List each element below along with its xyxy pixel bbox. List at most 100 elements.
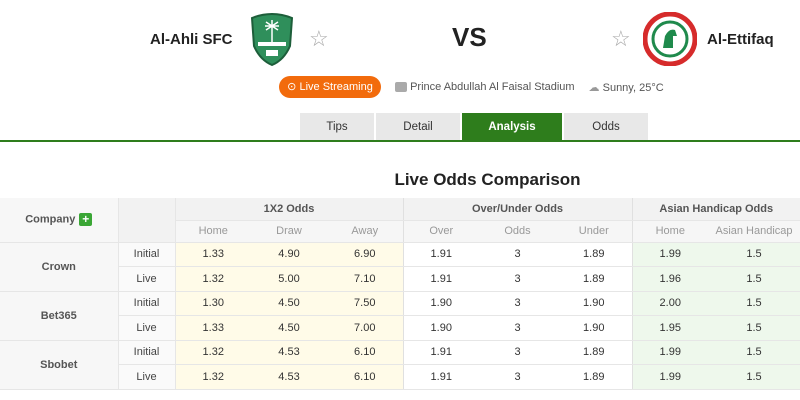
odds-value-away[interactable]: 6.10 (327, 340, 403, 365)
company-header-label: Company (25, 213, 76, 226)
odds-value-draw[interactable]: 5.00 (251, 266, 327, 292)
odds-value-home[interactable]: 1.99 (631, 340, 709, 365)
odds-value-odds[interactable]: 3 (479, 291, 556, 316)
live-streaming-label: Live Streaming (299, 81, 373, 93)
odds-type: Live (118, 315, 176, 341)
odds-type: Live (118, 266, 176, 292)
section-title: Live Odds Comparison (394, 170, 581, 189)
stadium-icon (395, 82, 407, 93)
subheader-home: Home (175, 220, 251, 243)
odds-row: Live 1.32 4.53 6.10 1.91 3 1.89 1.99 1.5 (0, 364, 800, 390)
odds-value-home[interactable]: 1.99 (631, 364, 709, 390)
odds-value-over[interactable]: 1.90 (402, 291, 479, 316)
odds-value-odds[interactable]: 3 (479, 242, 556, 267)
odds-value-away[interactable]: 7.50 (327, 291, 403, 316)
odds-value-draw[interactable]: 4.50 (251, 315, 327, 341)
company-name[interactable]: Bet365 (0, 291, 119, 341)
odds-row: Live 1.32 5.00 7.10 1.91 3 1.89 1.96 1.5 (0, 266, 800, 292)
weather-text: Sunny, 25°C (602, 81, 664, 94)
odds-value-home[interactable]: 1.96 (631, 266, 709, 292)
company-name[interactable]: Crown (0, 242, 119, 292)
tab-analysis[interactable]: Analysis (462, 113, 562, 141)
favorite-away-star-icon[interactable]: ☆ (611, 26, 631, 51)
subheader-under: Under (556, 220, 633, 243)
odds-row: Bet365 Initial 1.30 4.50 7.50 1.90 3 1.90 2.00 1.… (0, 291, 800, 341)
odds-type: Live (118, 364, 176, 390)
odds-value-over[interactable]: 1.91 (402, 364, 479, 390)
odds-value-draw[interactable]: 4.53 (251, 340, 327, 365)
odds-value-home[interactable]: 2.00 (631, 291, 709, 316)
odds-value-home[interactable]: 1.32 (175, 266, 251, 292)
odds-row: Live 1.33 4.50 7.00 1.90 3 1.90 1.95 1.5 (0, 315, 800, 341)
odds-value-home[interactable]: 1.30 (175, 291, 251, 316)
odds-value-asian-handicap[interactable]: 1.5 (708, 364, 800, 390)
subheader-home: Home (631, 220, 709, 243)
odds-value-away[interactable]: 7.10 (327, 266, 403, 292)
odds-row: Sbobet Initial 1.32 4.53 6.10 1.91 3 1.89 1.99 1.… (0, 340, 800, 390)
group-over-under: Over/Under Odds (402, 198, 633, 221)
tab-tips[interactable]: Tips (300, 113, 374, 141)
odds-value-draw[interactable]: 4.90 (251, 242, 327, 267)
odds-value-asian-handicap[interactable]: 1.5 (708, 315, 800, 341)
odds-value-draw[interactable]: 4.53 (251, 364, 327, 390)
odds-value-asian-handicap[interactable]: 1.5 (708, 266, 800, 292)
odds-value-over[interactable]: 1.90 (402, 315, 479, 341)
subheader-asian-handicap: Asian Handicap (708, 220, 800, 243)
odds-value-away[interactable]: 7.00 (327, 315, 403, 341)
odds-value-odds[interactable]: 3 (479, 315, 556, 341)
stadium-name: Prince Abdullah Al Faisal Stadium (410, 81, 575, 93)
tab-bar: Tips Detail Analysis Odds (300, 113, 648, 141)
odds-type: Initial (118, 340, 176, 365)
odds-value-under[interactable]: 1.89 (556, 242, 633, 267)
odds-value-draw[interactable]: 4.50 (251, 291, 327, 316)
odds-value-home[interactable]: 1.33 (175, 315, 251, 341)
weather-info: ☁ Sunny, 25°C (589, 81, 664, 94)
group-1x2: 1X2 Odds (175, 198, 403, 221)
play-icon: ⊙ (287, 81, 297, 93)
odds-value-odds[interactable]: 3 (479, 364, 556, 390)
odds-value-under[interactable]: 1.89 (556, 364, 633, 390)
tab-detail[interactable]: Detail (376, 113, 460, 141)
odds-value-home[interactable]: 1.99 (631, 242, 709, 267)
odds-value-under[interactable]: 1.89 (556, 340, 633, 365)
odds-value-away[interactable]: 6.10 (327, 364, 403, 390)
odds-value-home[interactable]: 1.95 (631, 315, 709, 341)
tab-underline (0, 140, 800, 142)
odds-value-home[interactable]: 1.32 (175, 364, 251, 390)
company-name[interactable]: Sbobet (0, 340, 119, 390)
company-header: Company + (0, 198, 119, 243)
odds-type: Initial (118, 291, 176, 316)
odds-value-odds[interactable]: 3 (479, 340, 556, 365)
odds-value-odds[interactable]: 3 (479, 266, 556, 292)
odds-value-under[interactable]: 1.89 (556, 266, 633, 292)
favorite-home-star-icon[interactable]: ☆ (309, 26, 329, 51)
add-company-plus-icon[interactable]: + (79, 213, 93, 227)
odds-value-asian-handicap[interactable]: 1.5 (708, 291, 800, 316)
match-info-row: ⊙ Live Streaming Prince Abdullah Al Fais… (279, 76, 664, 98)
weather-cloud-sun-icon: ☁ (588, 81, 600, 94)
odds-value-under[interactable]: 1.90 (556, 315, 633, 341)
away-team-logo[interactable] (642, 11, 698, 71)
odds-value-over[interactable]: 1.91 (402, 242, 479, 267)
odds-type: Initial (118, 242, 176, 267)
live-streaming-button[interactable]: ⊙ Live Streaming (279, 76, 381, 98)
home-team-name[interactable]: Al-Ahli SFC (150, 31, 233, 48)
type-header (118, 198, 176, 243)
away-team-name[interactable]: Al-Ettifaq (707, 31, 774, 48)
odds-value-asian-handicap[interactable]: 1.5 (708, 340, 800, 365)
group-asian-handicap: Asian Handicap Odds (631, 198, 800, 221)
home-team-logo[interactable] (248, 12, 296, 71)
odds-value-over[interactable]: 1.91 (402, 266, 479, 292)
odds-value-asian-handicap[interactable]: 1.5 (708, 242, 800, 267)
subheader-draw: Draw (251, 220, 327, 243)
odds-value-home[interactable]: 1.33 (175, 242, 251, 267)
subheader-over: Over (402, 220, 479, 243)
odds-value-over[interactable]: 1.91 (402, 340, 479, 365)
odds-value-under[interactable]: 1.90 (556, 291, 633, 316)
odds-value-away[interactable]: 6.90 (327, 242, 403, 267)
vs-label: VS (452, 22, 487, 52)
odds-table: Company + 1X2 Odds Over/Under Odds Asian … (0, 198, 800, 390)
stadium-info: Prince Abdullah Al Faisal Stadium (395, 81, 575, 93)
tab-odds[interactable]: Odds (564, 113, 648, 141)
odds-value-home[interactable]: 1.32 (175, 340, 251, 365)
